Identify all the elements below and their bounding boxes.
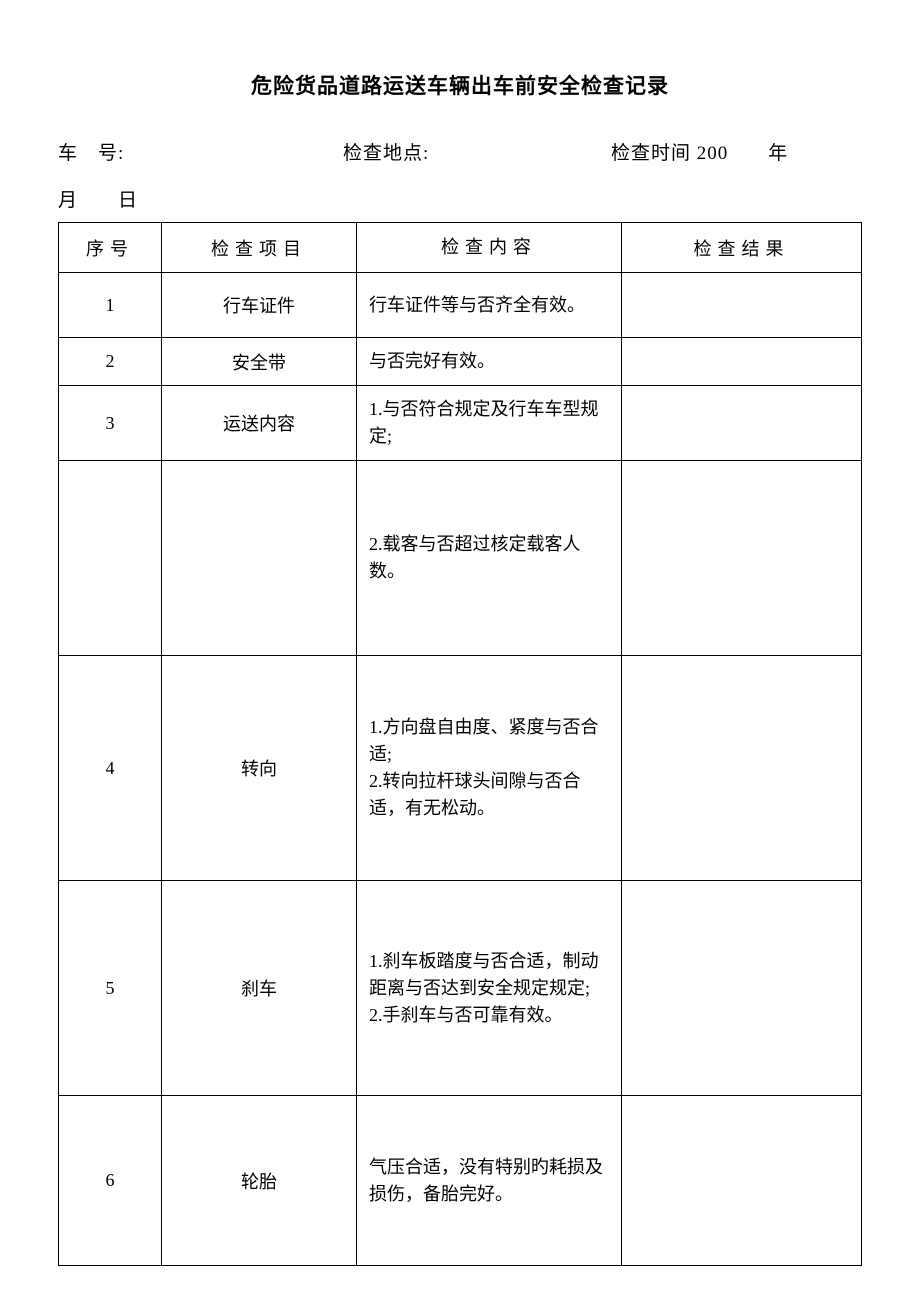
header-info-line1: 车 号: 检查地点: 检查时间 200 年 bbox=[58, 138, 862, 165]
header-info-line2: 月 日 bbox=[58, 185, 862, 212]
table-row: 2 安全带 与否完好有效。 bbox=[59, 338, 862, 386]
cell-content: 与否完好有效。 bbox=[357, 338, 622, 386]
cell-item bbox=[162, 461, 357, 656]
cell-item: 行车证件 bbox=[162, 273, 357, 338]
check-time-label: 检查时间 200 年 bbox=[611, 138, 862, 165]
cell-content: 气压合适，没有特别旳耗损及损伤，备胎完好。 bbox=[357, 1096, 622, 1266]
cell-result bbox=[622, 881, 862, 1096]
cell-seq: 3 bbox=[59, 386, 162, 461]
table-header-row: 序号 检查项目 检查内容 检查结果 bbox=[59, 223, 862, 273]
header-content: 检查内容 bbox=[357, 223, 622, 273]
table-row: 5 刹车 1.刹车板踏度与否合适，制动距离与否达到安全规定规定; 2.手刹车与否… bbox=[59, 881, 862, 1096]
cell-seq bbox=[59, 461, 162, 656]
cell-seq: 4 bbox=[59, 656, 162, 881]
cell-item: 运送内容 bbox=[162, 386, 357, 461]
cell-seq: 5 bbox=[59, 881, 162, 1096]
cell-content: 行车证件等与否齐全有效。 bbox=[357, 273, 622, 338]
cell-item: 轮胎 bbox=[162, 1096, 357, 1266]
document-title: 危险货品道路运送车辆出车前安全检查记录 bbox=[58, 70, 862, 100]
header-result: 检查结果 bbox=[622, 223, 862, 273]
cell-result bbox=[622, 461, 862, 656]
table-row: 2.载客与否超过核定载客人数。 bbox=[59, 461, 862, 656]
cell-result bbox=[622, 656, 862, 881]
cell-result bbox=[622, 338, 862, 386]
cell-result bbox=[622, 273, 862, 338]
table-row: 6 轮胎 气压合适，没有特别旳耗损及损伤，备胎完好。 bbox=[59, 1096, 862, 1266]
check-location-label: 检查地点: bbox=[343, 138, 611, 165]
header-seq: 序号 bbox=[59, 223, 162, 273]
cell-content: 2.载客与否超过核定载客人数。 bbox=[357, 461, 622, 656]
cell-seq: 1 bbox=[59, 273, 162, 338]
cell-content: 1.与否符合规定及行车车型规定; bbox=[357, 386, 622, 461]
cell-seq: 2 bbox=[59, 338, 162, 386]
table-row: 4 转向 1.方向盘自由度、紧度与否合适;2.转向拉杆球头间隙与否合适，有无松动… bbox=[59, 656, 862, 881]
cell-result bbox=[622, 386, 862, 461]
header-item: 检查项目 bbox=[162, 223, 357, 273]
cell-content: 1.方向盘自由度、紧度与否合适;2.转向拉杆球头间隙与否合适，有无松动。 bbox=[357, 656, 622, 881]
cell-content: 1.刹车板踏度与否合适，制动距离与否达到安全规定规定; 2.手刹车与否可靠有效。 bbox=[357, 881, 622, 1096]
cell-seq: 6 bbox=[59, 1096, 162, 1266]
cell-item: 刹车 bbox=[162, 881, 357, 1096]
table-row: 1 行车证件 行车证件等与否齐全有效。 bbox=[59, 273, 862, 338]
cell-item: 安全带 bbox=[162, 338, 357, 386]
cell-item: 转向 bbox=[162, 656, 357, 881]
vehicle-no-label: 车 号: bbox=[58, 138, 343, 165]
inspection-table: 序号 检查项目 检查内容 检查结果 1 行车证件 行车证件等与否齐全有效。 2 … bbox=[58, 222, 862, 1266]
cell-result bbox=[622, 1096, 862, 1266]
table-row: 3 运送内容 1.与否符合规定及行车车型规定; bbox=[59, 386, 862, 461]
